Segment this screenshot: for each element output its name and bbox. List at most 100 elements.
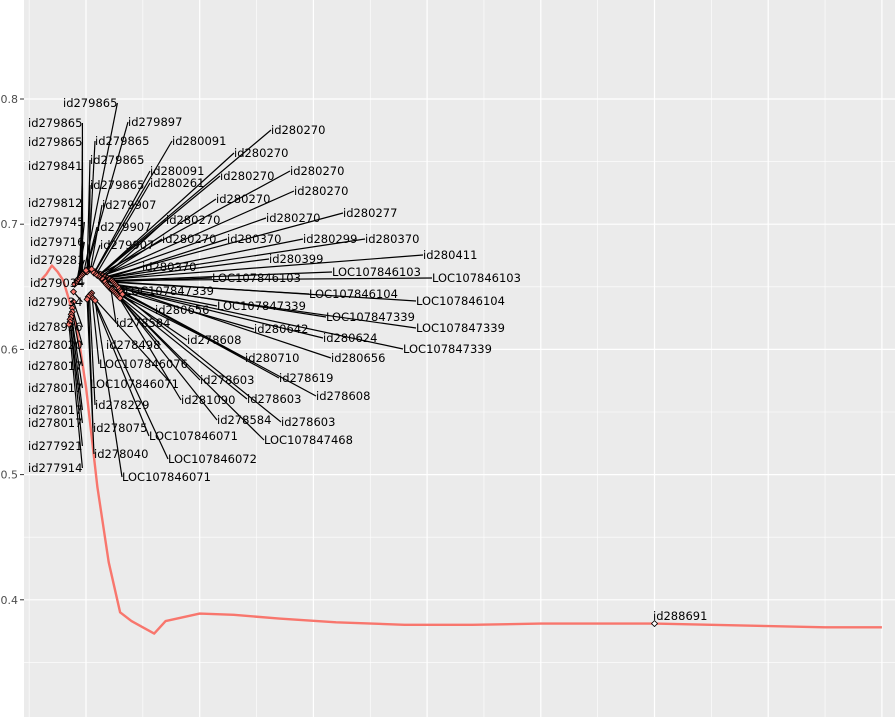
point-label: id278603 <box>200 373 254 387</box>
series-line-layer <box>39 264 882 635</box>
label-connector <box>108 258 270 280</box>
point-label: id280270 <box>266 211 320 225</box>
point-label: id278020 <box>28 338 82 352</box>
point-label: id278936 <box>28 320 82 334</box>
point-label: id280091 <box>172 134 226 148</box>
point-label: LOC107846103 <box>212 271 301 285</box>
label-connector <box>103 219 167 278</box>
point-label: id280270 <box>166 213 220 227</box>
point-label: id280270 <box>271 123 325 137</box>
point-label: id278584 <box>217 413 271 427</box>
point-label: id280399 <box>269 252 323 266</box>
point-label: LOC107846103 <box>332 265 421 279</box>
label-connector <box>107 284 404 350</box>
label-connector <box>95 182 151 275</box>
point-label: LOC107847339 <box>326 310 415 324</box>
point-label: id279865 <box>95 134 149 148</box>
point-label: id280091 <box>150 164 204 178</box>
y-tick-label: 0.7 <box>1 218 19 231</box>
point-label: id279907 <box>102 198 156 212</box>
label-connector <box>109 254 424 280</box>
point-label: id279865 <box>90 153 144 167</box>
label-connector <box>76 241 85 281</box>
label-connector <box>105 212 344 278</box>
data-point-marker <box>83 295 91 303</box>
point-label: id279865 <box>28 116 82 130</box>
point-label: id279034 <box>30 276 84 290</box>
label-connector <box>99 217 267 278</box>
point-label: LOC107847468 <box>264 433 353 447</box>
point-label: id278603 <box>247 392 301 406</box>
label-connector <box>111 288 188 341</box>
label-connector <box>88 295 96 406</box>
point-label: id280370 <box>365 232 419 246</box>
point-label: LOC107846071 <box>149 429 238 443</box>
point-label: id280710 <box>245 351 299 365</box>
point-label: id280370 <box>142 260 196 274</box>
point-label: id278017 <box>28 403 82 417</box>
label-connector <box>85 226 98 271</box>
label-connector <box>113 281 417 302</box>
label-connector <box>71 311 83 367</box>
label-connector <box>98 152 235 276</box>
label-connector <box>118 287 324 339</box>
plot-panel <box>24 0 895 717</box>
point-label: id288691 <box>653 609 707 623</box>
label-connector <box>119 290 317 397</box>
point-label: id279745 <box>30 215 84 229</box>
data-point-marker <box>71 280 79 288</box>
point-label: id279907 <box>97 220 151 234</box>
point-label: id279865 <box>63 96 117 110</box>
point-label: LOC107846104 <box>416 294 505 308</box>
label-connector <box>120 291 280 379</box>
point-label: id280270 <box>290 164 344 178</box>
point-label: id280270 <box>162 232 216 246</box>
point-label: id278017 <box>28 416 82 430</box>
point-label: LOC107846076 <box>99 357 188 371</box>
label-connector <box>75 259 85 284</box>
point-label: id279841 <box>28 159 82 173</box>
data-point-marker <box>82 266 90 275</box>
y-tick-label: 0.5 <box>1 469 19 482</box>
label-connector <box>100 238 163 279</box>
label-connector <box>92 297 150 437</box>
point-label: id281090 <box>181 393 235 407</box>
label-connector <box>106 238 304 279</box>
point-label: id278608 <box>316 389 370 403</box>
point-label: id279716 <box>30 235 84 249</box>
point-label: id277921 <box>28 439 82 453</box>
point-label: id278619 <box>279 371 333 385</box>
point-label: id280656 <box>155 303 209 317</box>
label-connector <box>93 170 151 274</box>
label-connector <box>117 286 332 359</box>
label-connector <box>110 289 117 324</box>
label-connector <box>89 204 103 270</box>
point-label: LOC107846071 <box>122 470 211 484</box>
point-label: id280270 <box>216 192 270 206</box>
label-connector <box>94 140 173 273</box>
point-label: id280270 <box>234 146 288 160</box>
point-label: LOC107846071 <box>90 377 179 391</box>
point-label: id279812 <box>28 196 82 210</box>
label-connector <box>85 121 129 272</box>
label-connector <box>93 299 169 460</box>
point-label: LOC107847339 <box>403 342 492 356</box>
label-connector <box>70 316 83 411</box>
point-label: id278603 <box>281 415 335 429</box>
point-label: id279897 <box>128 115 182 129</box>
y-tick-label: 0.8 <box>1 93 19 106</box>
point-label: id280270 <box>294 184 348 198</box>
point-label: id280261 <box>150 176 204 190</box>
point-label: LOC107847339 <box>416 321 505 335</box>
label-connector <box>86 299 95 455</box>
point-label: id278584 <box>116 316 170 330</box>
point-label: id280299 <box>303 232 357 246</box>
label-connector <box>91 244 101 270</box>
point-label: LOC107846104 <box>309 287 398 301</box>
label-connector <box>109 287 255 330</box>
data-point-marker <box>650 620 659 628</box>
label-connector <box>118 296 218 421</box>
point-label: id278498 <box>106 338 160 352</box>
y-tick-label: 0.4 <box>1 594 19 607</box>
